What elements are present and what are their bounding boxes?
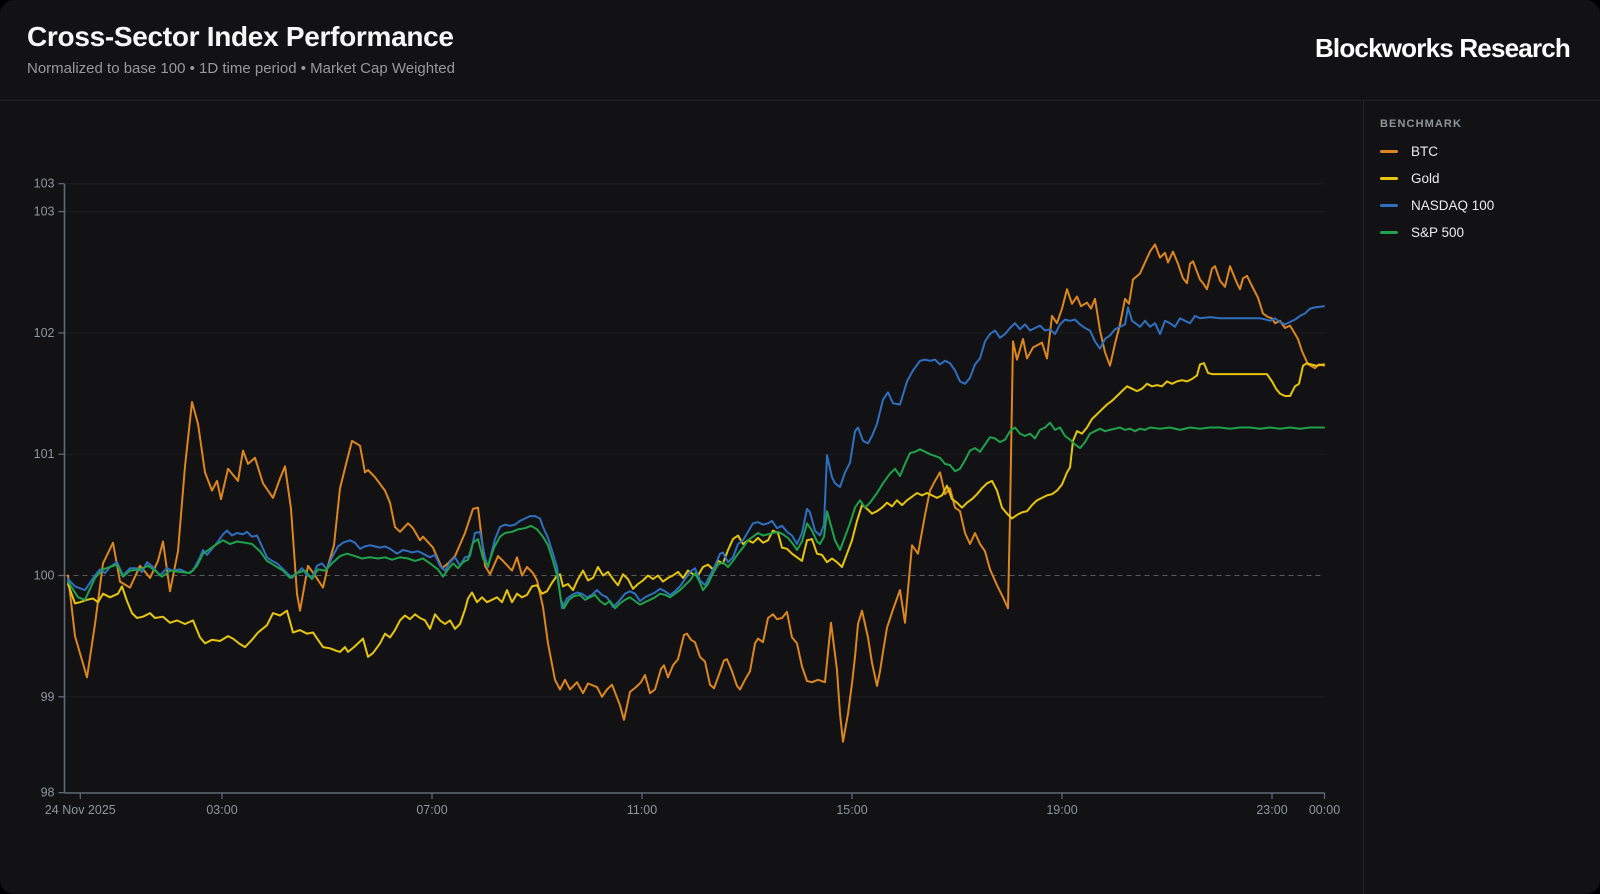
svg-text:19:00: 19:00 — [1046, 803, 1077, 817]
benchmark-legend-panel: BENCHMARK BTC Gold NASDAQ 100 S&P 500 — [1363, 101, 1600, 894]
svg-text:23:00: 23:00 — [1256, 803, 1287, 817]
svg-text:103: 103 — [34, 205, 55, 219]
legend-item-label: BTC — [1411, 144, 1438, 159]
gold-series-swatch-icon — [1380, 177, 1398, 180]
legend-item-btc[interactable]: BTC — [1380, 144, 1586, 159]
svg-text:98: 98 — [41, 786, 55, 800]
page-subtitle: Normalized to base 100 • 1D time period … — [27, 60, 455, 78]
svg-text:100: 100 — [34, 569, 55, 583]
legend-item-gold[interactable]: Gold — [1380, 171, 1586, 186]
svg-text:103: 103 — [34, 177, 55, 191]
chart-section: 103 103 102 101 100 99 98 24 Nov 2025 03:00 07:00… — [0, 101, 1600, 894]
svg-text:07:00: 07:00 — [416, 803, 447, 817]
svg-text:101: 101 — [34, 447, 55, 461]
svg-text:102: 102 — [34, 326, 55, 340]
page-title: Cross-Sector Index Performance — [27, 21, 454, 52]
header: Cross-Sector Index Performance Normalize… — [0, 0, 1600, 101]
legend-heading: BENCHMARK — [1380, 118, 1463, 130]
svg-text:15:00: 15:00 — [836, 803, 867, 817]
svg-text:00:00: 00:00 — [1309, 803, 1340, 817]
svg-text:11:00: 11:00 — [627, 803, 657, 817]
svg-text:24 Nov 2025: 24 Nov 2025 — [45, 803, 116, 817]
svg-text:99: 99 — [41, 690, 55, 704]
nasdaq-series-swatch-icon — [1380, 204, 1398, 207]
btc-series-swatch-icon — [1380, 150, 1398, 153]
legend-item-label: NASDAQ 100 — [1411, 198, 1495, 213]
chart-svg[interactable]: 103 103 102 101 100 99 98 24 Nov 2025 03:00 07:00… — [0, 101, 1600, 894]
legend-item-label: S&P 500 — [1411, 225, 1465, 240]
legend-item-nasdaq-100[interactable]: NASDAQ 100 — [1380, 198, 1586, 213]
legend-item-label: Gold — [1411, 171, 1440, 186]
sp500-series-swatch-icon — [1380, 231, 1398, 234]
legend-item-sp-500[interactable]: S&P 500 — [1380, 225, 1586, 240]
brand-logo: Blockworks Research — [1314, 33, 1571, 63]
svg-text:03:00: 03:00 — [206, 803, 237, 817]
